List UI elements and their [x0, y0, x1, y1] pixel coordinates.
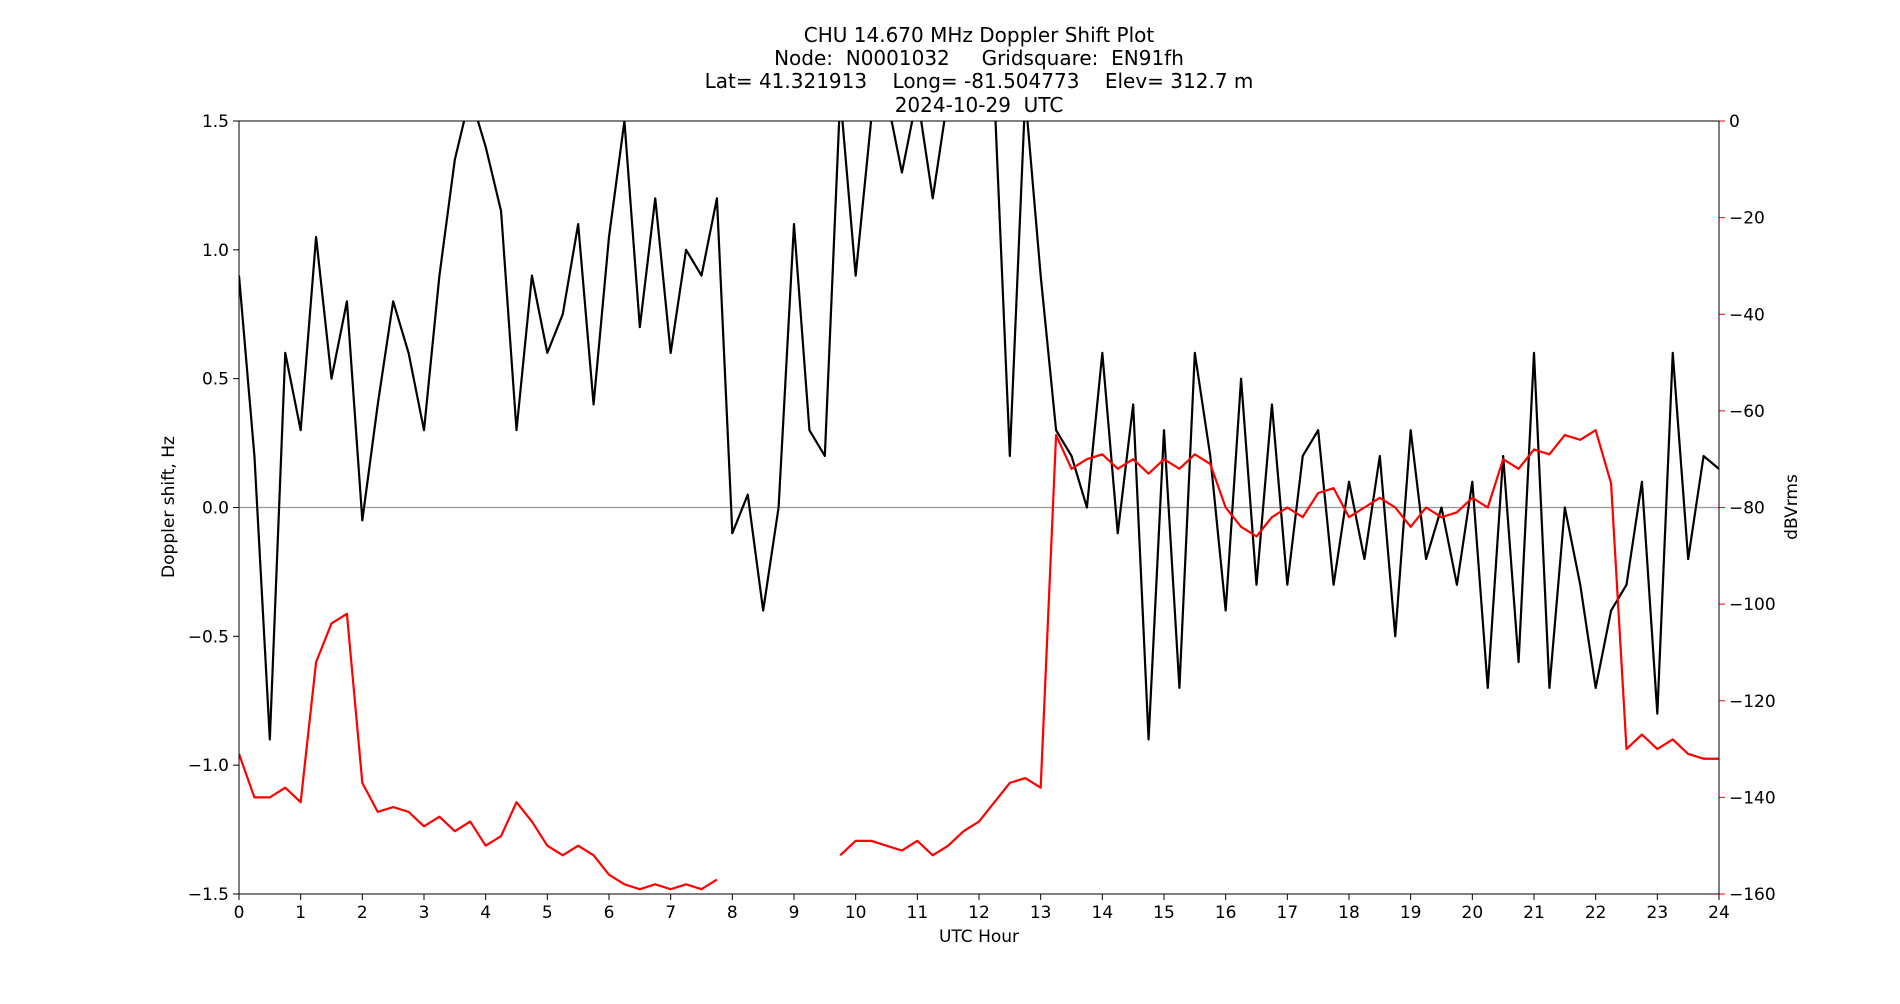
- x-tick-label: 15: [1153, 903, 1175, 923]
- x-tick-label: 0: [234, 903, 245, 923]
- x-tick-label: 5: [542, 903, 553, 923]
- y2-tick-label: −120: [1729, 692, 1776, 712]
- y-tick-label: 1.5: [202, 112, 229, 132]
- data-line: [239, 429, 1719, 891]
- x-axis-label: UTC Hour: [939, 927, 1019, 947]
- x-tick-label: 7: [665, 903, 676, 923]
- x-tick-label: 14: [1092, 903, 1114, 923]
- x-tick-label: 11: [907, 903, 929, 923]
- x-tick-label: 1: [295, 903, 306, 923]
- y2-tick-label: 0: [1729, 112, 1740, 132]
- x-tick-label: 21: [1523, 903, 1545, 923]
- y-tick-label: −0.5: [188, 627, 229, 647]
- x-tick-label: 4: [480, 903, 491, 923]
- y-tick-label: 1.0: [202, 241, 229, 261]
- y2-tick-label: −60: [1729, 402, 1765, 422]
- chart-title: CHU 14.670 MHz Doppler Shift Plot: [804, 23, 1155, 47]
- x-tick-label: 17: [1277, 903, 1299, 923]
- x-tick-label: 20: [1462, 903, 1484, 923]
- y2-tick-label: −160: [1729, 885, 1776, 905]
- y2-tick-label: −20: [1729, 209, 1765, 229]
- y2-tick-label: −80: [1729, 499, 1765, 519]
- y-tick-label: 0.5: [202, 370, 229, 390]
- x-tick-label: 18: [1338, 903, 1360, 923]
- x-tick-label: 3: [419, 903, 430, 923]
- y-tick-label: 0.0: [202, 499, 229, 519]
- x-tick-label: 19: [1400, 903, 1422, 923]
- y2-tick-label: −140: [1729, 788, 1776, 808]
- y2-axis-label: dBVrms: [1782, 474, 1802, 540]
- x-tick-label: 16: [1215, 903, 1237, 923]
- x-tick-label: 2: [357, 903, 368, 923]
- x-tick-label: 9: [789, 903, 800, 923]
- data-line: [239, 121, 1719, 741]
- x-tick-label: 23: [1647, 903, 1669, 923]
- x-tick-label: 12: [968, 903, 990, 923]
- chart-subtitle: Node: N0001032 Gridsquare: EN91fh: [774, 46, 1184, 70]
- plot-frame: [238, 120, 1720, 895]
- y-tick-label: −1.0: [188, 756, 229, 776]
- x-tick-label: 8: [727, 903, 738, 923]
- x-tick-label: 13: [1030, 903, 1052, 923]
- y2-tick-label: −40: [1729, 305, 1765, 325]
- x-tick-label: 22: [1585, 903, 1607, 923]
- y2-tick-label: −100: [1729, 595, 1776, 615]
- x-tick-label: 10: [845, 903, 867, 923]
- y-tick-label: −1.5: [188, 885, 229, 905]
- chart-subtitle: Lat= 41.321913 Long= -81.504773 Elev= 31…: [705, 69, 1254, 93]
- x-tick-label: 24: [1708, 903, 1730, 923]
- x-tick-label: 6: [604, 903, 615, 923]
- y-axis-label: Doppler shift, Hz: [159, 436, 179, 578]
- chart-subtitle: 2024-10-29 UTC: [895, 93, 1064, 117]
